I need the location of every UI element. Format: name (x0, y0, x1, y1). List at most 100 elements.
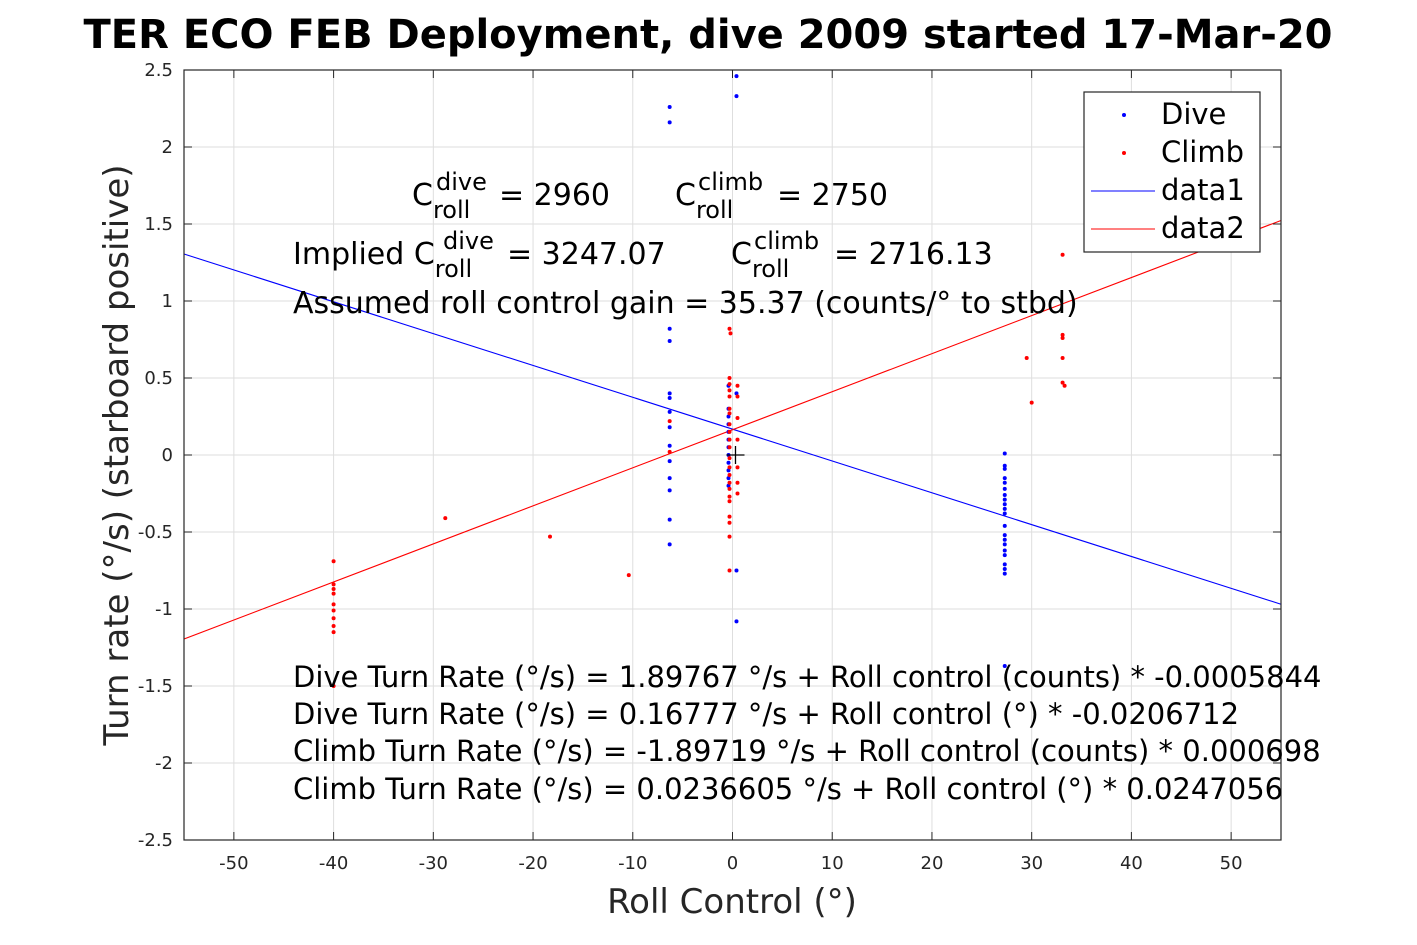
point-climb (331, 630, 336, 635)
point-climb (727, 429, 732, 434)
croll-annotation: Croll dive = 2960 Croll climb = 2750 (412, 168, 888, 224)
point-dive (726, 476, 731, 481)
x-tick-label: 20 (921, 853, 944, 874)
point-climb (727, 499, 732, 504)
point-dive (734, 94, 739, 99)
point-climb (547, 534, 552, 539)
legend-data1-label: data1 (1161, 173, 1245, 207)
point-dive (726, 483, 731, 488)
legend-box (1083, 91, 1261, 253)
fit-lines (183, 219, 1282, 640)
point-dive (1002, 566, 1007, 571)
implied-annotation: Implied Croll dive = 3247.07 Croll climb… (293, 227, 993, 283)
chart-title: TER ECO FEB Deployment, dive 2009 starte… (83, 12, 1332, 58)
point-climb (1060, 335, 1065, 340)
climb-superscript: climb (754, 227, 819, 255)
point-dive (667, 459, 672, 464)
legend-dive-label: Dive (1161, 97, 1226, 131)
point-climb (727, 465, 732, 470)
gain-annotation: Assumed roll control gain = 35.37 (count… (293, 286, 1078, 321)
x-tick-label: 30 (1020, 853, 1043, 874)
point-climb (331, 559, 336, 564)
point-climb (667, 419, 672, 424)
y-tick-label: 2 (162, 137, 173, 158)
svg-text:Croll: Croll (731, 237, 789, 283)
point-climb (727, 568, 732, 573)
point-climb (727, 494, 732, 499)
data-points (331, 74, 1067, 688)
point-climb (667, 449, 672, 454)
point-dive (667, 425, 672, 430)
point-dive (667, 488, 672, 493)
point-climb (727, 388, 732, 393)
point-climb (1029, 400, 1034, 405)
point-climb (727, 473, 732, 478)
point-dive (1002, 451, 1007, 456)
point-climb (727, 422, 732, 427)
roll-subscript: roll (696, 196, 733, 224)
point-dive (667, 542, 672, 547)
croll-climb-value: = 2750 (777, 178, 888, 213)
point-climb (1060, 252, 1065, 257)
point-climb (727, 486, 732, 491)
y-tick-label: -1 (155, 599, 173, 620)
point-dive (1002, 537, 1007, 542)
point-climb (735, 437, 740, 442)
point-dive (667, 326, 672, 331)
point-climb (331, 586, 336, 591)
point-climb (1024, 355, 1029, 360)
point-dive (726, 460, 731, 465)
point-climb (727, 394, 732, 399)
x-tick-label: 10 (821, 853, 844, 874)
point-climb (727, 534, 732, 539)
roll-subscript: roll (752, 255, 789, 283)
point-dive (1002, 493, 1007, 498)
dive-superscript: dive (443, 227, 494, 255)
point-climb (727, 520, 732, 525)
point-dive (734, 74, 739, 79)
implied-climb-value: = 2716.13 (834, 237, 993, 272)
x-tick-label: -40 (319, 853, 348, 874)
x-tick-label: -10 (618, 853, 647, 874)
x-tick-label: 40 (1120, 853, 1143, 874)
point-climb (727, 480, 732, 485)
point-climb (626, 573, 631, 578)
equation-annotations: Dive Turn Rate (°/s) = 1.89767 °/s + Rol… (293, 660, 1321, 806)
point-dive (667, 476, 672, 481)
y-tick-label: 2.5 (144, 60, 173, 81)
point-dive (667, 396, 672, 401)
point-dive (1002, 476, 1007, 481)
point-climb (727, 437, 732, 442)
x-tick-label: -20 (518, 853, 547, 874)
y-tick-label: -1.5 (138, 676, 173, 697)
point-climb (735, 465, 740, 470)
point-climb (331, 616, 336, 621)
point-dive (726, 414, 731, 419)
point-dive (1002, 542, 1007, 547)
point-climb (1060, 355, 1065, 360)
x-tick-label: -50 (219, 853, 248, 874)
point-dive (1002, 523, 1007, 528)
equation-line: Climb Turn Rate (°/s) = -1.89719 °/s + R… (293, 734, 1321, 768)
point-dive (1002, 497, 1007, 502)
point-dive (667, 443, 672, 448)
point-dive (1002, 663, 1007, 668)
point-dive (1002, 486, 1007, 491)
point-climb (735, 394, 740, 399)
x-axis-label: Roll Control (°) (607, 882, 857, 922)
point-dive (1002, 506, 1007, 511)
legend-dive-swatch (1122, 113, 1126, 117)
equation-line: Dive Turn Rate (°/s) = 1.89767 °/s + Rol… (293, 660, 1321, 694)
point-dive (667, 409, 672, 414)
y-tick-label: 1 (162, 291, 173, 312)
point-dive (667, 517, 672, 522)
legend-data2-label: data2 (1161, 211, 1245, 245)
implied-dive-value: = 3247.07 (507, 237, 666, 272)
legend-climb-swatch (1122, 151, 1126, 155)
y-tick-label: -2.5 (138, 830, 173, 851)
c-symbol: C (412, 178, 433, 213)
point-dive (734, 619, 739, 624)
svg-text:Implied Croll: Implied Croll (293, 237, 472, 283)
point-climb (727, 445, 732, 450)
